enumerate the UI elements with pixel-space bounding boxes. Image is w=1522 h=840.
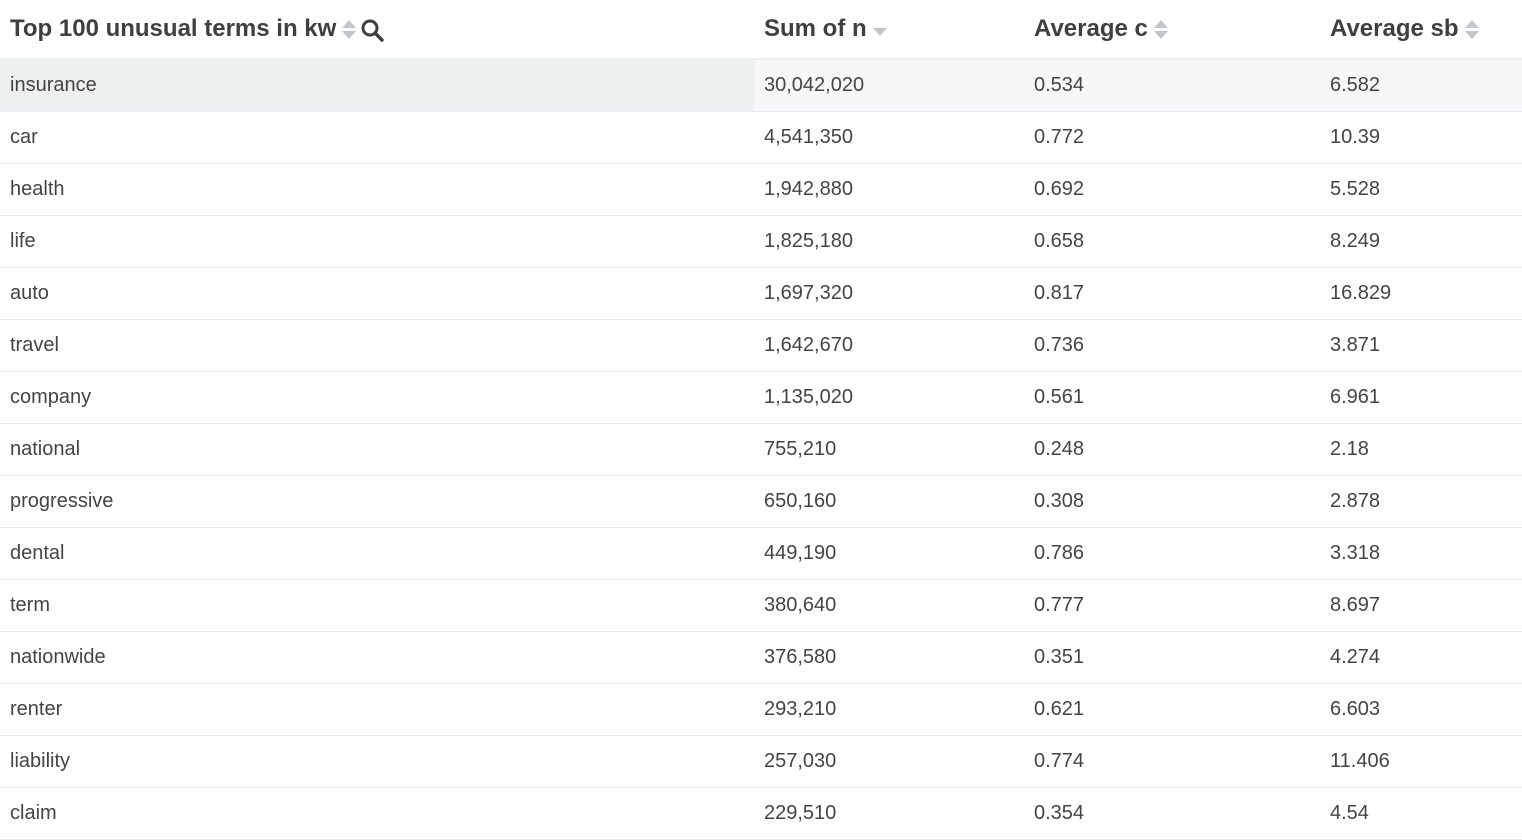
table-row[interactable]: travel 1,642,670 0.736 3.871 (0, 319, 1522, 372)
sort-icon[interactable] (1153, 19, 1168, 41)
average-sb-cell: 16.829 (1320, 267, 1522, 320)
table-row[interactable]: renter 293,210 0.621 6.603 (0, 683, 1522, 736)
column-header-label: Average c (1034, 15, 1148, 42)
average-sb-cell: 2.878 (1320, 475, 1522, 528)
sum-n-cell: 755,210 (754, 423, 1024, 476)
term-cell[interactable]: term (0, 579, 754, 632)
average-c-cell: 0.534 (1024, 59, 1320, 112)
average-c-cell: 0.658 (1024, 215, 1320, 268)
table-row[interactable]: car 4,541,350 0.772 10.39 (0, 111, 1522, 164)
average-c-cell: 0.561 (1024, 371, 1320, 424)
table-row[interactable]: health 1,942,880 0.692 5.528 (0, 163, 1522, 216)
average-sb-cell: 5.528 (1320, 163, 1522, 216)
average-sb-cell: 4.54 (1320, 787, 1522, 840)
sum-n-cell: 229,510 (754, 787, 1024, 840)
sum-n-cell: 1,642,670 (754, 319, 1024, 372)
sum-n-cell: 650,160 (754, 475, 1024, 528)
column-header-average-c[interactable]: Average c (1024, 0, 1320, 60)
term-cell[interactable]: nationwide (0, 631, 754, 684)
sort-icon[interactable] (342, 19, 357, 41)
average-c-cell: 0.774 (1024, 735, 1320, 788)
sum-n-cell: 1,942,880 (754, 163, 1024, 216)
table-row[interactable]: auto 1,697,320 0.817 16.829 (0, 267, 1522, 320)
average-sb-cell: 3.871 (1320, 319, 1522, 372)
term-cell[interactable]: life (0, 215, 754, 268)
average-c-cell: 0.736 (1024, 319, 1320, 372)
column-header-label: Top 100 unusual terms in kw (10, 15, 337, 42)
column-header-sum-n[interactable]: Sum of n (754, 0, 1024, 60)
average-sb-cell: 8.249 (1320, 215, 1522, 268)
sort-descending-icon[interactable] (872, 19, 887, 41)
average-c-cell: 0.786 (1024, 527, 1320, 580)
table-row[interactable]: nationwide 376,580 0.351 4.274 (0, 631, 1522, 684)
term-cell[interactable]: renter (0, 683, 754, 736)
term-cell[interactable]: car (0, 111, 754, 164)
average-sb-cell: 11.406 (1320, 735, 1522, 788)
average-sb-cell: 4.274 (1320, 631, 1522, 684)
sort-icon[interactable] (1464, 19, 1479, 41)
average-c-cell: 0.308 (1024, 475, 1320, 528)
average-c-cell: 0.692 (1024, 163, 1320, 216)
sum-n-cell: 1,825,180 (754, 215, 1024, 268)
sum-n-cell: 30,042,020 (754, 59, 1024, 112)
average-sb-cell: 6.961 (1320, 371, 1522, 424)
table-row[interactable]: life 1,825,180 0.658 8.249 (0, 215, 1522, 268)
column-header-label: Sum of n (764, 15, 867, 42)
average-c-cell: 0.621 (1024, 683, 1320, 736)
average-c-cell: 0.248 (1024, 423, 1320, 476)
average-sb-cell: 10.39 (1320, 111, 1522, 164)
average-c-cell: 0.351 (1024, 631, 1320, 684)
column-header-label: Average sb (1330, 15, 1459, 42)
average-c-cell: 0.354 (1024, 787, 1320, 840)
term-cell[interactable]: insurance (0, 59, 754, 112)
sum-n-cell: 1,697,320 (754, 267, 1024, 320)
average-sb-cell: 2.18 (1320, 423, 1522, 476)
sum-n-cell: 293,210 (754, 683, 1024, 736)
column-header-terms[interactable]: Top 100 unusual terms in kw (0, 0, 754, 60)
table-row[interactable]: progressive 650,160 0.308 2.878 (0, 475, 1522, 528)
sum-n-cell: 380,640 (754, 579, 1024, 632)
term-cell[interactable]: claim (0, 787, 754, 840)
average-c-cell: 0.817 (1024, 267, 1320, 320)
table-row[interactable]: term 380,640 0.777 8.697 (0, 579, 1522, 632)
average-sb-cell: 6.582 (1320, 59, 1522, 112)
header-row: Top 100 unusual terms in kw Sum of n Ave… (0, 0, 1522, 60)
average-sb-cell: 8.697 (1320, 579, 1522, 632)
table-row[interactable]: dental 449,190 0.786 3.318 (0, 527, 1522, 580)
sum-n-cell: 1,135,020 (754, 371, 1024, 424)
sum-n-cell: 449,190 (754, 527, 1024, 580)
term-cell[interactable]: auto (0, 267, 754, 320)
table-row[interactable]: claim 229,510 0.354 4.54 (0, 787, 1522, 840)
average-sb-cell: 6.603 (1320, 683, 1522, 736)
sum-n-cell: 257,030 (754, 735, 1024, 788)
term-cell[interactable]: dental (0, 527, 754, 580)
term-cell[interactable]: liability (0, 735, 754, 788)
search-icon[interactable] (360, 18, 385, 42)
table-row[interactable]: company 1,135,020 0.561 6.961 (0, 371, 1522, 424)
table-row[interactable]: liability 257,030 0.774 11.406 (0, 735, 1522, 788)
term-cell[interactable]: health (0, 163, 754, 216)
sum-n-cell: 4,541,350 (754, 111, 1024, 164)
average-sb-cell: 3.318 (1320, 527, 1522, 580)
sum-n-cell: 376,580 (754, 631, 1024, 684)
table-row[interactable]: national 755,210 0.248 2.18 (0, 423, 1522, 476)
term-cell[interactable]: travel (0, 319, 754, 372)
column-header-average-sb[interactable]: Average sb (1320, 0, 1522, 60)
term-cell[interactable]: national (0, 423, 754, 476)
term-cell[interactable]: company (0, 371, 754, 424)
average-c-cell: 0.777 (1024, 579, 1320, 632)
term-cell[interactable]: progressive (0, 475, 754, 528)
average-c-cell: 0.772 (1024, 111, 1320, 164)
table-row[interactable]: insurance 30,042,020 0.534 6.582 (0, 59, 1522, 112)
